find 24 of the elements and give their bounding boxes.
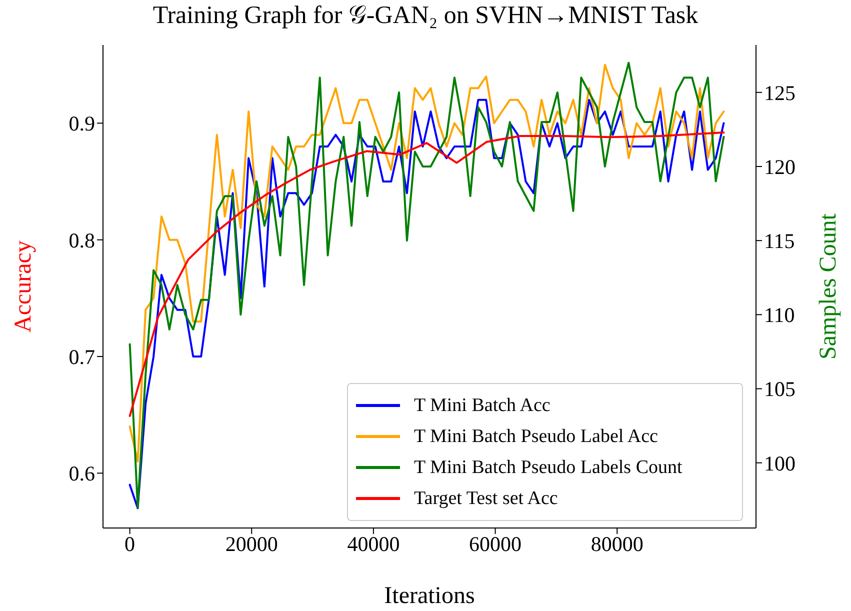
legend-label: T Mini Batch Acc <box>414 394 550 416</box>
x-tick-label: 0 <box>124 532 136 556</box>
legend-label: Target Test set Acc <box>414 488 558 510</box>
x-tick-label: 60000 <box>469 532 522 556</box>
y-axis-title: Accuracy <box>10 240 37 332</box>
x-axis-title: Iterations <box>384 583 475 609</box>
y2-tick-label: 120 <box>764 154 796 179</box>
y2-tick-label: 115 <box>764 229 795 254</box>
y2-axis-title: Samples Count <box>816 213 842 360</box>
y2-tick-label: 125 <box>764 80 796 105</box>
y2-tick-label: 110 <box>764 303 795 328</box>
y-tick-label: 0.9 <box>68 112 95 136</box>
y2-tick-label: 100 <box>764 451 796 476</box>
x-tick-label: 40000 <box>347 532 400 556</box>
x-tick-label: 80000 <box>590 532 644 556</box>
y-tick-label: 0.8 <box>68 228 95 252</box>
line-series <box>128 132 725 417</box>
legend-label: T Mini Batch Pseudo Label Acc <box>414 426 658 448</box>
chart-title: Training Graph for 𝒢-GAN₂ on SVHN→MNIST Task <box>152 2 700 30</box>
y-tick-label: 0.7 <box>68 344 95 369</box>
y-tick-label: 0.6 <box>68 462 95 486</box>
x-tick-label: 20000 <box>225 532 278 556</box>
legend-label: T Mini Batch Pseudo Labels Count <box>414 456 682 478</box>
y2-tick-label: 105 <box>764 377 796 402</box>
